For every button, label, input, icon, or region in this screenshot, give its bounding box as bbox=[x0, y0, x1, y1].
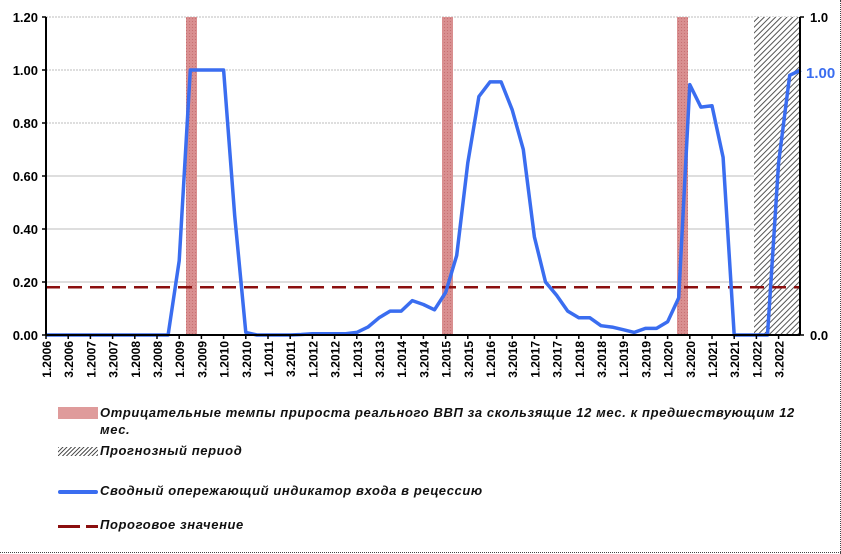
svg-text:1.2016: 1.2016 bbox=[484, 341, 498, 378]
svg-text:0.20: 0.20 bbox=[13, 275, 38, 290]
svg-text:3.2020: 3.2020 bbox=[684, 341, 698, 378]
svg-text:1.2017: 1.2017 bbox=[528, 341, 542, 378]
legend-label: Отрицательные темпы прироста реального В… bbox=[100, 405, 795, 437]
svg-text:1.2020: 1.2020 bbox=[662, 341, 676, 378]
legend-label: Прогнозный период bbox=[100, 443, 243, 458]
svg-text:0.60: 0.60 bbox=[13, 169, 38, 184]
svg-text:0.0: 0.0 bbox=[810, 328, 828, 343]
svg-text:3.2015: 3.2015 bbox=[462, 341, 476, 378]
svg-text:1.0: 1.0 bbox=[810, 10, 828, 25]
svg-text:1.2022: 1.2022 bbox=[750, 341, 764, 378]
svg-text:3.2011: 3.2011 bbox=[284, 341, 298, 377]
svg-text:1.2008: 1.2008 bbox=[129, 341, 143, 378]
svg-text:3.2014: 3.2014 bbox=[417, 341, 431, 378]
svg-text:3.2019: 3.2019 bbox=[639, 341, 653, 378]
legend-item-indicator: Сводный опережающий индикатор входа в ре… bbox=[58, 482, 483, 499]
line-swatch-icon bbox=[58, 490, 98, 494]
legend-label: Сводный опережающий индикатор входа в ре… bbox=[100, 483, 483, 498]
svg-text:1.2021: 1.2021 bbox=[706, 341, 720, 378]
svg-text:1.2006: 1.2006 bbox=[40, 341, 54, 378]
indicator-line bbox=[46, 68, 802, 337]
axes bbox=[42, 16, 804, 339]
svg-text:3.2006: 3.2006 bbox=[62, 341, 76, 378]
shaded-regions bbox=[186, 17, 800, 335]
svg-text:3.2009: 3.2009 bbox=[195, 341, 209, 378]
svg-text:0.80: 0.80 bbox=[13, 116, 38, 131]
svg-text:3.2010: 3.2010 bbox=[240, 341, 254, 378]
svg-text:3.2021: 3.2021 bbox=[728, 341, 742, 378]
recession-indicator-chart: 0.00 0.20 0.40 0.60 0.80 1.00 1.20 1.0 0.0 1.20… bbox=[13, 10, 836, 378]
frame-border bbox=[0, 552, 841, 553]
svg-text:3.2016: 3.2016 bbox=[506, 341, 520, 378]
svg-text:1.2019: 1.2019 bbox=[617, 341, 631, 378]
svg-text:0.40: 0.40 bbox=[13, 222, 38, 237]
y2-axis-labels: 1.0 0.0 bbox=[810, 10, 828, 343]
end-value-label: 1.00 bbox=[806, 65, 835, 82]
legend-item-threshold: Пороговое значение bbox=[58, 516, 244, 533]
svg-text:3.2022: 3.2022 bbox=[773, 341, 787, 378]
gridlines bbox=[46, 16, 800, 283]
svg-text:3.2008: 3.2008 bbox=[151, 341, 165, 378]
svg-text:3.2012: 3.2012 bbox=[329, 341, 343, 378]
svg-text:1.2009: 1.2009 bbox=[173, 341, 187, 378]
y-axis-labels: 0.00 0.20 0.40 0.60 0.80 1.00 1.20 bbox=[13, 10, 38, 343]
x-axis-labels: 1.2006 3.2006 1.2007 3.2007 1.2008 3.2008 1.20… bbox=[40, 341, 787, 378]
dashed-line-swatch-icon bbox=[58, 525, 98, 528]
svg-text:1.2013: 1.2013 bbox=[351, 341, 365, 378]
svg-text:1.2012: 1.2012 bbox=[306, 341, 320, 378]
svg-text:1.2007: 1.2007 bbox=[84, 341, 98, 378]
legend-label: Пороговое значение bbox=[100, 517, 244, 532]
svg-text:1.2015: 1.2015 bbox=[440, 341, 454, 378]
svg-text:1.2010: 1.2010 bbox=[218, 341, 232, 378]
svg-text:1.2014: 1.2014 bbox=[395, 341, 409, 378]
svg-text:1.2011: 1.2011 bbox=[262, 341, 276, 377]
svg-text:3.2017: 3.2017 bbox=[551, 341, 565, 378]
svg-text:1.00: 1.00 bbox=[13, 63, 38, 78]
svg-text:1.2018: 1.2018 bbox=[573, 341, 587, 378]
svg-text:1.20: 1.20 bbox=[13, 10, 38, 25]
hatch-swatch-icon bbox=[58, 447, 98, 456]
svg-text:3.2007: 3.2007 bbox=[107, 341, 121, 378]
recession-swatch-icon bbox=[58, 407, 98, 419]
svg-text:3.2018: 3.2018 bbox=[595, 341, 609, 378]
legend-item-recession: Отрицательные темпы прироста реального В… bbox=[58, 404, 800, 438]
svg-text:0.00: 0.00 bbox=[13, 328, 38, 343]
svg-text:3.2013: 3.2013 bbox=[373, 341, 387, 378]
legend-item-forecast: Прогнозный период bbox=[58, 442, 242, 459]
